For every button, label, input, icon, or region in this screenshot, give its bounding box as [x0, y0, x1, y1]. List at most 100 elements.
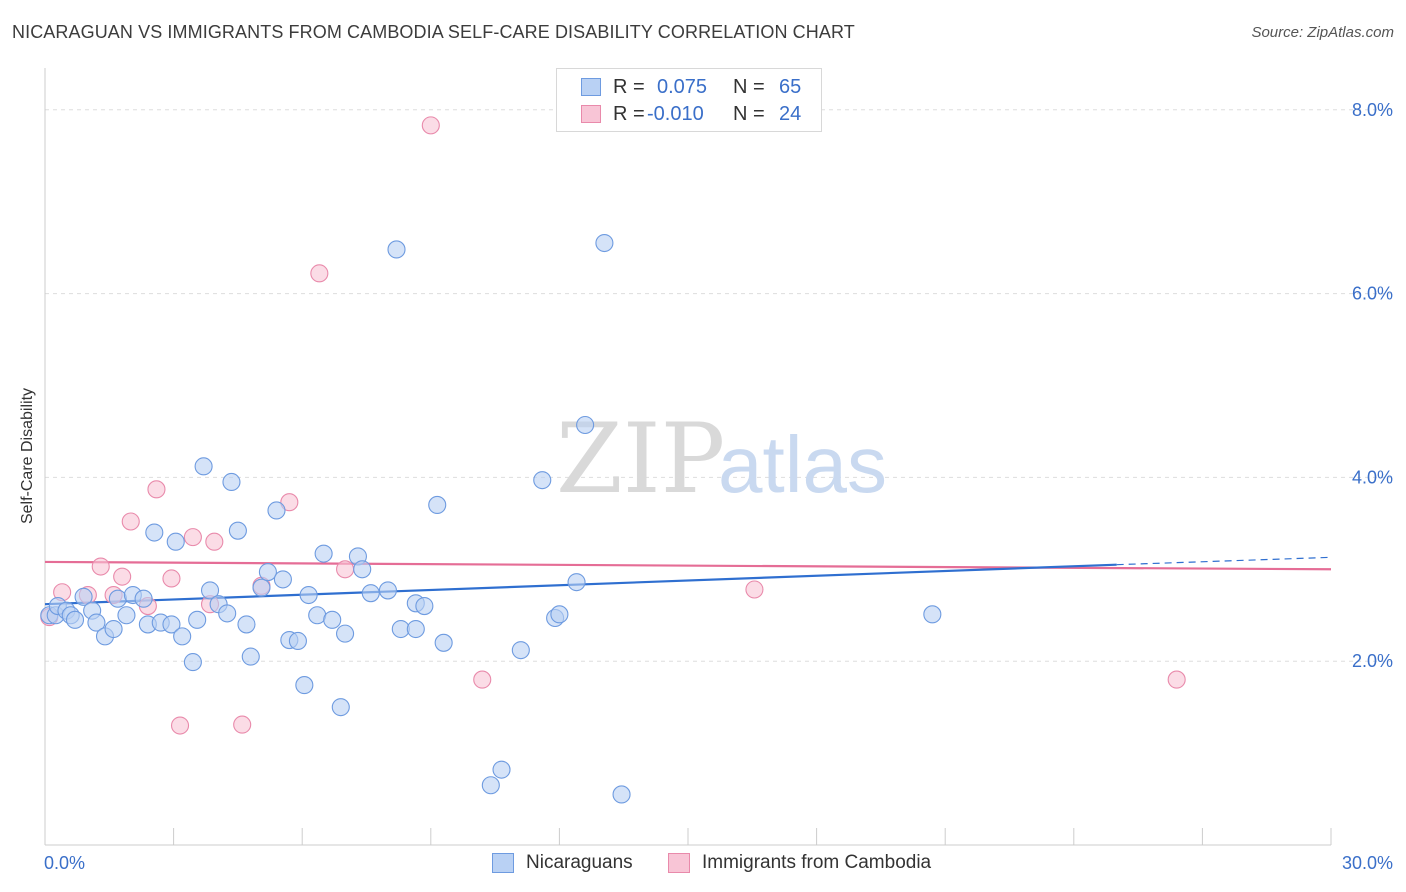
watermark-atlas: atlas [718, 420, 887, 509]
nicaraguan-point [173, 627, 192, 646]
nicaraguan-point [378, 581, 397, 600]
nicaraguan-point [183, 653, 202, 672]
legend-row-cambodia: R = -0.010 N = 24 [581, 103, 801, 125]
cambodia-point [113, 567, 132, 586]
nicaraguan-point [428, 495, 447, 515]
x-tick-label-min: 0.0% [44, 853, 85, 873]
nicaraguan-point [308, 606, 327, 625]
nicaraguan-point [194, 457, 213, 476]
nicaraguan-point [612, 785, 631, 804]
cambodia-point [205, 532, 224, 551]
nicaraguan-point [923, 605, 942, 624]
legend-swatch-pink [581, 105, 601, 123]
legend-r-value: -0.010 [647, 102, 704, 125]
y-tick-label: 8.0% [1352, 100, 1393, 120]
nicaraguan-point [87, 613, 106, 632]
cambodia-point [745, 580, 764, 599]
bottom-legend-nicaraguans: Nicaraguans [492, 852, 633, 874]
nicaraguan-point [567, 573, 586, 592]
nicaraguan-point [117, 606, 136, 625]
source-label: Source: ZipAtlas.com [1251, 24, 1394, 41]
legend-n-value: 24 [779, 102, 802, 125]
legend-swatch-blue [581, 78, 601, 96]
cambodia-point [170, 716, 190, 735]
nicaraguan-point [299, 585, 318, 605]
x-tick-label-max: 30.0% [1342, 853, 1393, 873]
nicaraguan-point [218, 604, 237, 623]
nicaraguan-point [406, 619, 425, 639]
cambodia-trend-line [44, 560, 1332, 571]
nicaraguan-point [228, 521, 247, 540]
nicaraguan-point [481, 776, 500, 795]
legend-r-label: R = [613, 102, 645, 125]
nicaraguan-point [336, 624, 355, 643]
nicaraguan-point [104, 619, 123, 639]
legend-n-label: N = [733, 75, 765, 98]
nicaraguan-point [145, 523, 164, 542]
nicaraguan-point [166, 532, 185, 551]
nicaraguan-point [353, 560, 372, 579]
nicaraguan-point [188, 610, 207, 629]
cambodia-point [121, 512, 140, 531]
trend-lines [44, 556, 1332, 606]
nicaraguan-point [222, 472, 241, 492]
cambodia-point [91, 557, 110, 576]
legend-r-value: 0.075 [657, 75, 708, 98]
nicaraguan-point [511, 641, 530, 660]
nicaraguan-point [434, 633, 453, 652]
legend-n-value: 65 [779, 75, 802, 98]
nicaraguan-point [267, 501, 286, 520]
bottom-legend-label: Nicaraguans [526, 852, 633, 873]
nicaraguan-point [492, 760, 511, 779]
bottom-legend-cambodia: Immigrants from Cambodia [668, 852, 931, 874]
nicaraguan-point [391, 619, 410, 639]
cambodia-point [473, 670, 492, 689]
y-tick-label: 6.0% [1352, 284, 1393, 304]
correlation-legend: R = 0.075 N = 65 R = -0.010 N = 24 [556, 68, 822, 132]
legend-r-label: R = [613, 75, 645, 98]
nicaraguan-point [65, 610, 85, 629]
y-axis-label: Self-Care Disability [19, 387, 36, 525]
y-tick-label: 4.0% [1352, 467, 1393, 487]
nicaraguan-point [331, 698, 350, 717]
cambodia-point [310, 264, 329, 283]
data-points [40, 116, 1186, 804]
chart-title: NICARAGUAN VS IMMIGRANTS FROM CAMBODIA S… [12, 22, 855, 42]
nicaraguan-point [533, 471, 552, 490]
tick-labels: 2.0% 4.0% 6.0% 8.0% 0.0% 30.0% [44, 100, 1393, 873]
legend-n-label: N = [733, 102, 765, 125]
nicaraguan-point [258, 562, 277, 582]
cambodia-point [421, 116, 440, 135]
cambodia-point [162, 569, 181, 588]
nicaraguan-point [323, 610, 342, 629]
bottom-legend-label: Immigrants from Cambodia [702, 852, 932, 873]
nicaraguan-point [273, 570, 292, 589]
nicaraguan-point [162, 615, 181, 634]
nicaraguan-trend-extension [1116, 556, 1332, 566]
nicaraguan-point [361, 584, 380, 603]
cambodia-point [280, 493, 299, 512]
nicaraguan-point [74, 587, 93, 606]
nicaraguan-point [200, 581, 220, 600]
nicaraguan-point [595, 233, 614, 253]
nicaraguan-point [252, 578, 271, 597]
bottom-legend-swatch-blue [492, 853, 514, 873]
bottom-legend-swatch-pink [668, 853, 690, 873]
nicaraguan-point [237, 615, 256, 634]
cambodia-point [1167, 670, 1186, 689]
nicaraguan-point [415, 596, 434, 616]
watermark: ZIP atlas [556, 403, 887, 515]
cambodia-point [233, 715, 252, 734]
nicaraguan-point [108, 589, 127, 608]
nicaraguan-point [387, 240, 406, 259]
axes [44, 68, 1332, 846]
nicaraguan-point [314, 544, 333, 563]
y-tick-label: 2.0% [1352, 651, 1393, 671]
nicaraguan-point [241, 647, 260, 666]
cambodia-point [147, 480, 166, 499]
nicaraguan-point [295, 676, 314, 695]
legend-row-nicaraguans: R = 0.075 N = 65 [581, 76, 801, 98]
nicaraguan-point [550, 605, 569, 624]
nicaraguan-point [576, 415, 595, 435]
